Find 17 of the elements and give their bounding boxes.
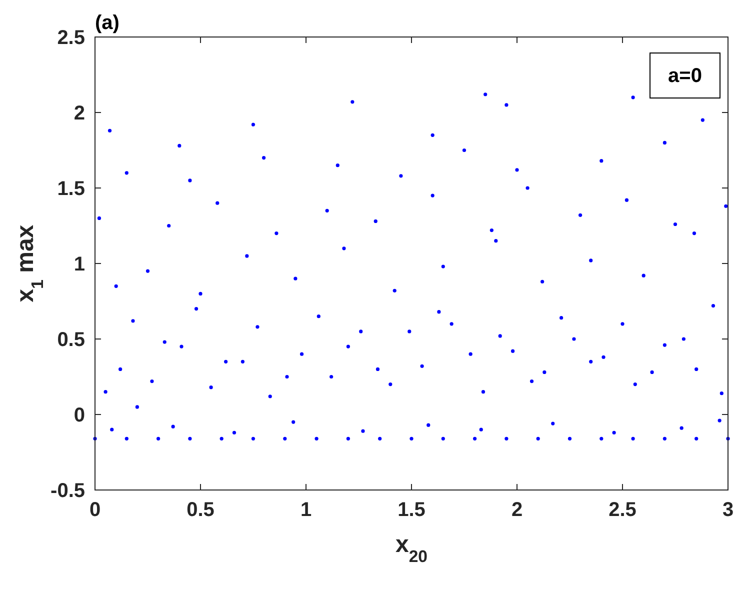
x-tick-label: 1 [300, 499, 312, 521]
x-tick-label: 3 [722, 499, 734, 521]
x-tick-label: 0 [89, 499, 101, 521]
annotation: a=0 [668, 65, 702, 87]
x-axis-title: x$_{20}$ [395, 531, 428, 566]
y-tick-label: -0.5 [50, 480, 85, 502]
x-tick-label: 2 [511, 499, 523, 521]
y-tick-label: 0.5 [57, 329, 85, 351]
y-tick-label: 0 [74, 404, 85, 426]
x-tick-label: 0.5 [186, 499, 214, 521]
chart-title: (a) [95, 12, 120, 34]
x-tick-label: 2.5 [608, 499, 636, 521]
x-tick-label: 1.5 [398, 499, 426, 521]
y-tick-label: 1 [74, 254, 85, 276]
y-tick-label: 2.5 [57, 27, 85, 49]
y-tick-label: 1.5 [57, 178, 85, 200]
y-tick-label: 2 [74, 102, 85, 124]
